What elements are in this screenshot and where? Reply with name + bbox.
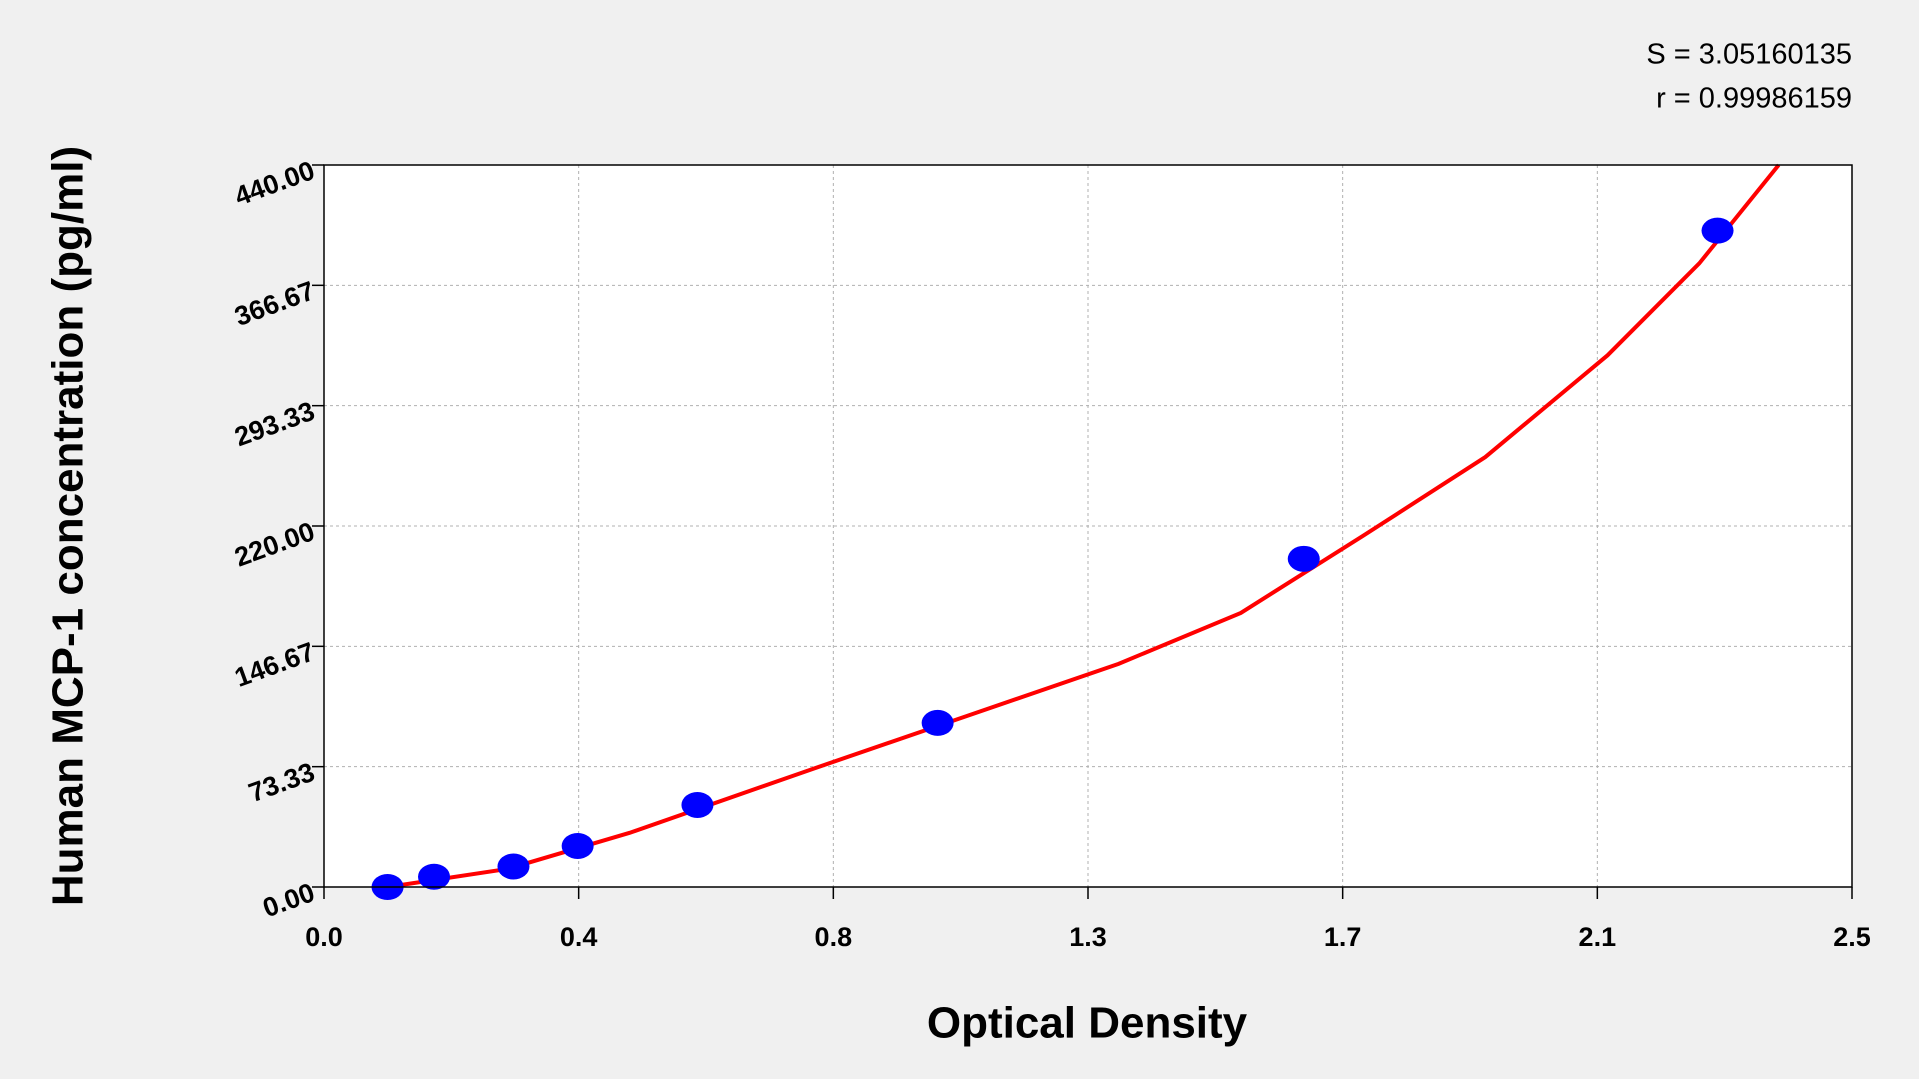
x-tick-label: 2.1 [1579,922,1617,952]
x-axis-title: Optical Density [927,999,1248,1048]
x-tick-label: 1.3 [1069,922,1107,952]
point [1701,217,1734,244]
x-tick-label: 1.7 [1324,922,1362,952]
point [921,709,954,736]
annotation: S = 3.05160135 [1646,39,1852,71]
fit-curve [387,163,1781,889]
x-tick-label: 0.8 [815,922,853,952]
annotation: r = 0.99986159 [1656,83,1852,115]
point [418,863,451,890]
point [561,832,594,859]
x-tick-label: 0.0 [305,922,343,952]
point [1287,545,1320,572]
x-tick-label: 2.5 [1833,922,1871,952]
y-axis-title: Human MCP-1 concentration (pg/ml) [44,146,93,906]
point [497,853,530,880]
x-tick-label: 0.4 [560,922,598,952]
point [681,791,714,818]
marks [371,163,1781,900]
